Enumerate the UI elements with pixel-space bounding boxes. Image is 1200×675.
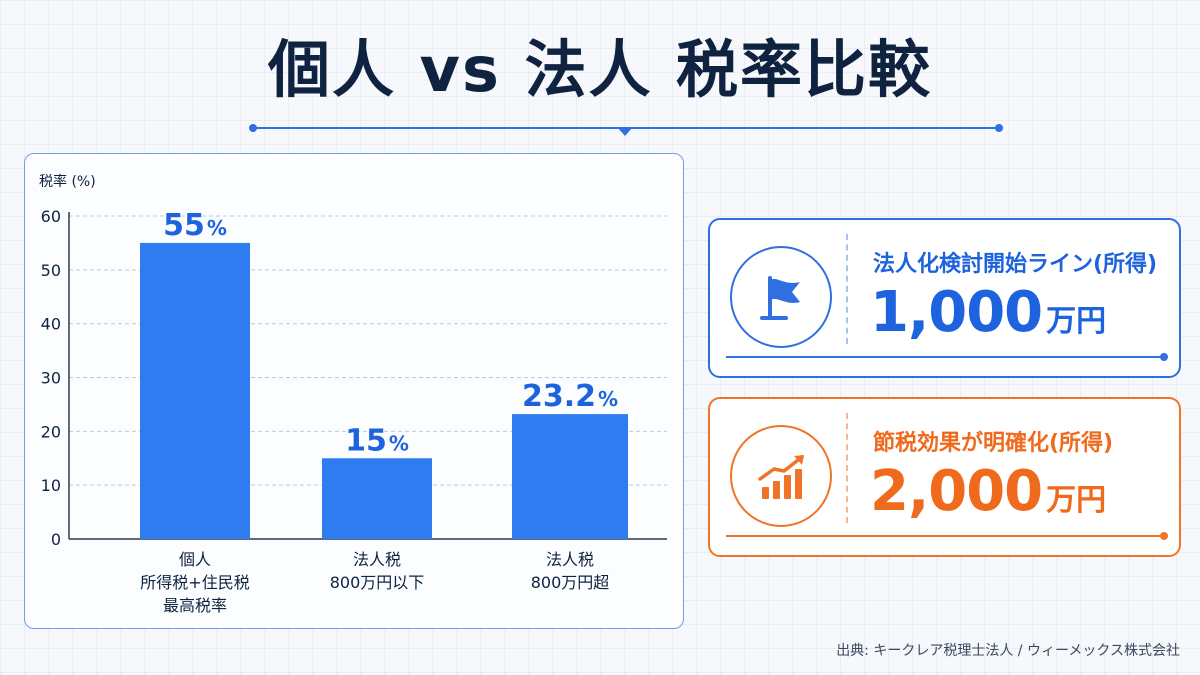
y-tick-label: 50	[41, 261, 61, 280]
y-tick-label: 30	[41, 369, 61, 388]
card-value-unit: 万円	[1046, 483, 1107, 518]
y-axis-label: 税率 (%)	[39, 173, 96, 190]
chart-panel: 税率 (%) 0 10 20 30 40 50 60 55% 個人所得税+住民税 最高税率 15% 法人…	[24, 153, 684, 629]
card-divider	[846, 234, 848, 344]
card-underline	[726, 353, 1168, 361]
bar	[512, 414, 628, 539]
x-tick-label: 800万円以下	[330, 573, 425, 592]
data-label: 23.2%	[522, 379, 618, 414]
title-underline	[249, 124, 1003, 136]
x-tick-label: 800万円超	[531, 573, 610, 592]
y-tick-label: 0	[51, 530, 61, 549]
y-tick-label: 10	[41, 476, 61, 495]
x-tick-label: 最高税率	[163, 596, 227, 615]
page-title: 個人 vs 法人 税率比較	[267, 33, 933, 106]
card-value-unit: 万円	[1046, 304, 1107, 339]
card-label: 法人化検討開始ライン(所得)	[873, 252, 1158, 277]
card-value-number: 2,000	[870, 459, 1043, 524]
x-tick-label: 法人税	[546, 550, 594, 569]
card-label: 節税効果が明確化(所得)	[873, 431, 1114, 456]
x-tick-label: 個人	[179, 550, 211, 569]
card-underline	[726, 532, 1168, 540]
y-tick-label: 60	[41, 207, 61, 226]
data-label: 55%	[163, 208, 227, 243]
data-label: 15%	[345, 423, 409, 458]
card-value-number: 1,000	[870, 280, 1043, 345]
bar	[322, 458, 432, 539]
y-tick-label: 40	[41, 315, 61, 334]
card-divider	[846, 413, 848, 523]
source-note: 出典: キークレア税理士法人 / ウィーメックス株式会社	[836, 643, 1180, 659]
y-tick-label: 20	[41, 422, 61, 441]
bar	[140, 242, 250, 539]
growth-chart-icon	[730, 425, 832, 527]
x-tick-label: 所得税+住民税	[140, 573, 249, 592]
x-tick-label: 法人税	[353, 550, 401, 569]
card-value: 2,000 万円	[870, 459, 1106, 524]
tax-savings-card: 節税効果が明確化(所得) 2,000 万円	[708, 397, 1181, 557]
incorporation-threshold-card: 法人化検討開始ライン(所得) 1,000 万円	[708, 218, 1181, 378]
flag-icon	[730, 246, 832, 348]
card-value: 1,000 万円	[870, 280, 1106, 345]
